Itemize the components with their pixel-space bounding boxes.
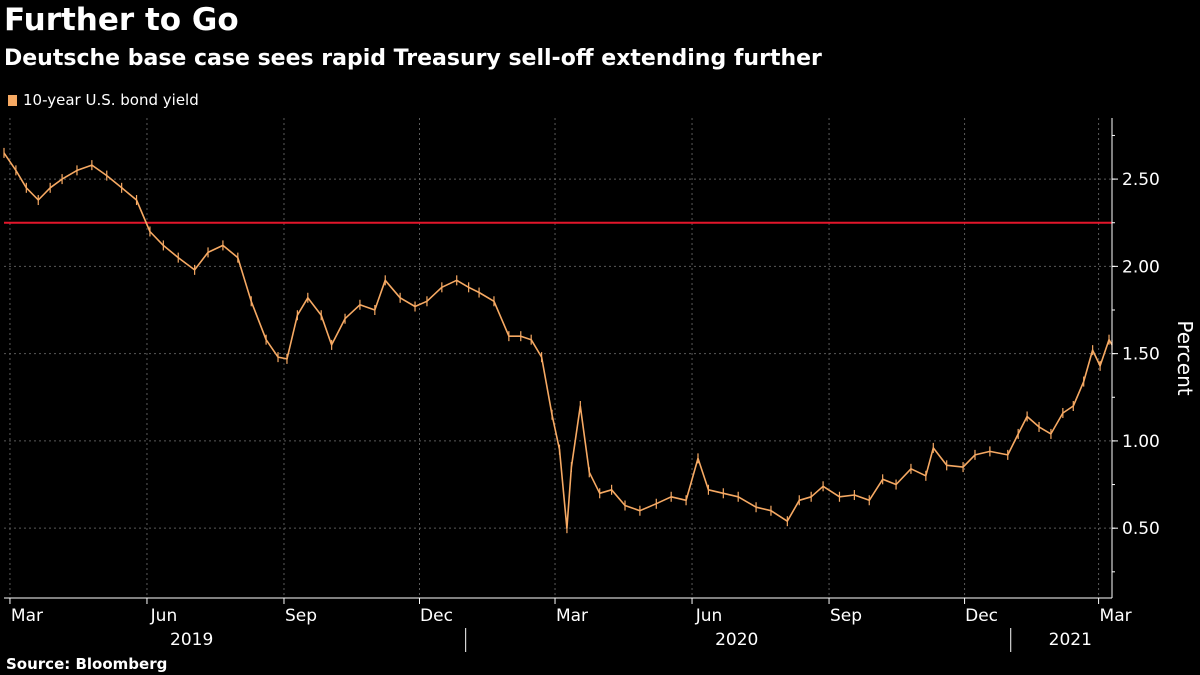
y-tick-label: 0.50: [1122, 519, 1160, 539]
y-tick-label: 2.00: [1122, 257, 1160, 277]
y-axis-title: Percent: [1173, 320, 1197, 395]
x-tick-label: Mar: [556, 606, 588, 626]
x-tick-label: Jun: [695, 606, 723, 626]
x-tick-label: Dec: [965, 606, 998, 626]
year-label: 2020: [715, 630, 758, 650]
axis-layer: [4, 118, 1118, 604]
x-tick-label: Jun: [150, 606, 178, 626]
source-note: Source: Bloomberg: [6, 655, 168, 673]
series-layer: [3, 147, 1113, 534]
year-label: 2021: [1049, 630, 1092, 650]
y-tick-label: 1.50: [1122, 345, 1160, 365]
legend-label: 10-year U.S. bond yield: [23, 91, 199, 109]
chart-title: Further to Go: [4, 2, 239, 38]
x-tick-label: Dec: [420, 606, 453, 626]
x-tick-label: Mar: [1100, 606, 1132, 626]
x-tick-label: Mar: [11, 606, 43, 626]
y-tick-label: 1.00: [1122, 432, 1160, 452]
year-separator-layer: [465, 628, 1012, 652]
chart-subtitle: Deutsche base case sees rapid Treasury s…: [4, 46, 822, 71]
legend: 10-year U.S. bond yield: [8, 91, 199, 109]
x-tick-label: Sep: [285, 606, 317, 626]
grid-layer: [4, 118, 1112, 598]
label-layer: 0.50 1.00 1.50 2.00 2.50 Mar Jun Sep Dec Mar Jun Se…: [11, 170, 1197, 650]
year-label: 2019: [170, 630, 213, 650]
legend-swatch: [8, 94, 17, 106]
series-line: [3, 152, 1113, 530]
y-tick-label: 2.50: [1122, 170, 1160, 190]
x-tick-label: Sep: [830, 606, 862, 626]
